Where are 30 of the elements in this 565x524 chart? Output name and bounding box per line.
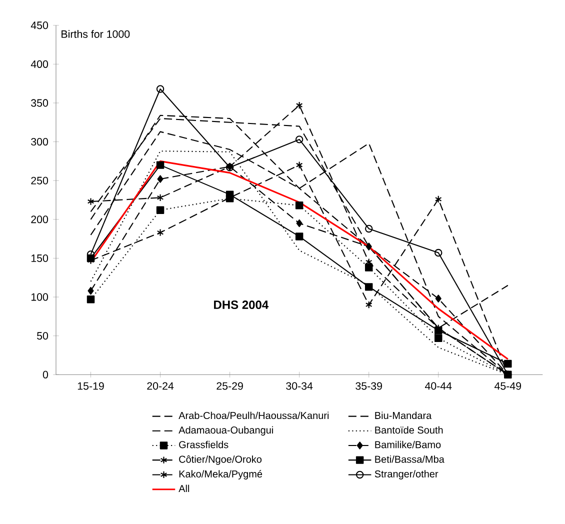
legend-label: Kako/Meka/Pygmé [179,470,262,480]
legend-label: Bantoïde South [375,426,443,434]
legend-label: Grassfields [179,440,228,448]
y-tick-label: 200 [31,216,48,224]
x-tick-label: 30-34 [286,382,313,390]
y-tick-label: 300 [31,138,48,146]
y-tick-label: 100 [31,293,48,301]
y-tick-label: 0 [42,370,48,378]
annotation: DHS 2004 [214,300,269,310]
legend-label: Stranger/other [374,470,438,480]
legend-label: Bamilike/Bamo [375,440,441,448]
y-tick-label: 400 [30,60,48,68]
legend-label: All [178,484,190,492]
x-tick-label: 15-19 [78,382,104,390]
y-tick-label: 150 [31,254,48,262]
legend-label: Beti/Bassa/Mba [375,455,444,463]
x-tick-label: 40-44 [424,382,452,390]
y-tick-label: 250 [31,176,48,184]
x-tick-label: 25-29 [216,382,243,390]
y-axis-title: Births for 1000 [62,30,130,38]
y-tick-label: 50 [37,332,48,340]
legend-label: Biu-Mandara [375,412,432,420]
x-tick-label: 45-49 [494,382,522,390]
y-tick-label: 450 [30,22,48,30]
legend-label: Adamaoua-Oubangui [178,426,273,436]
x-tick-label: 35-39 [356,382,382,390]
legend-label: Arab-Choa/Peulh/Haoussa/Kanuri [178,412,329,420]
y-tick-label: 350 [31,99,48,107]
x-tick-label: 20-24 [147,382,174,390]
legend-label: Côtier/Ngoe/Oroko [179,455,262,465]
